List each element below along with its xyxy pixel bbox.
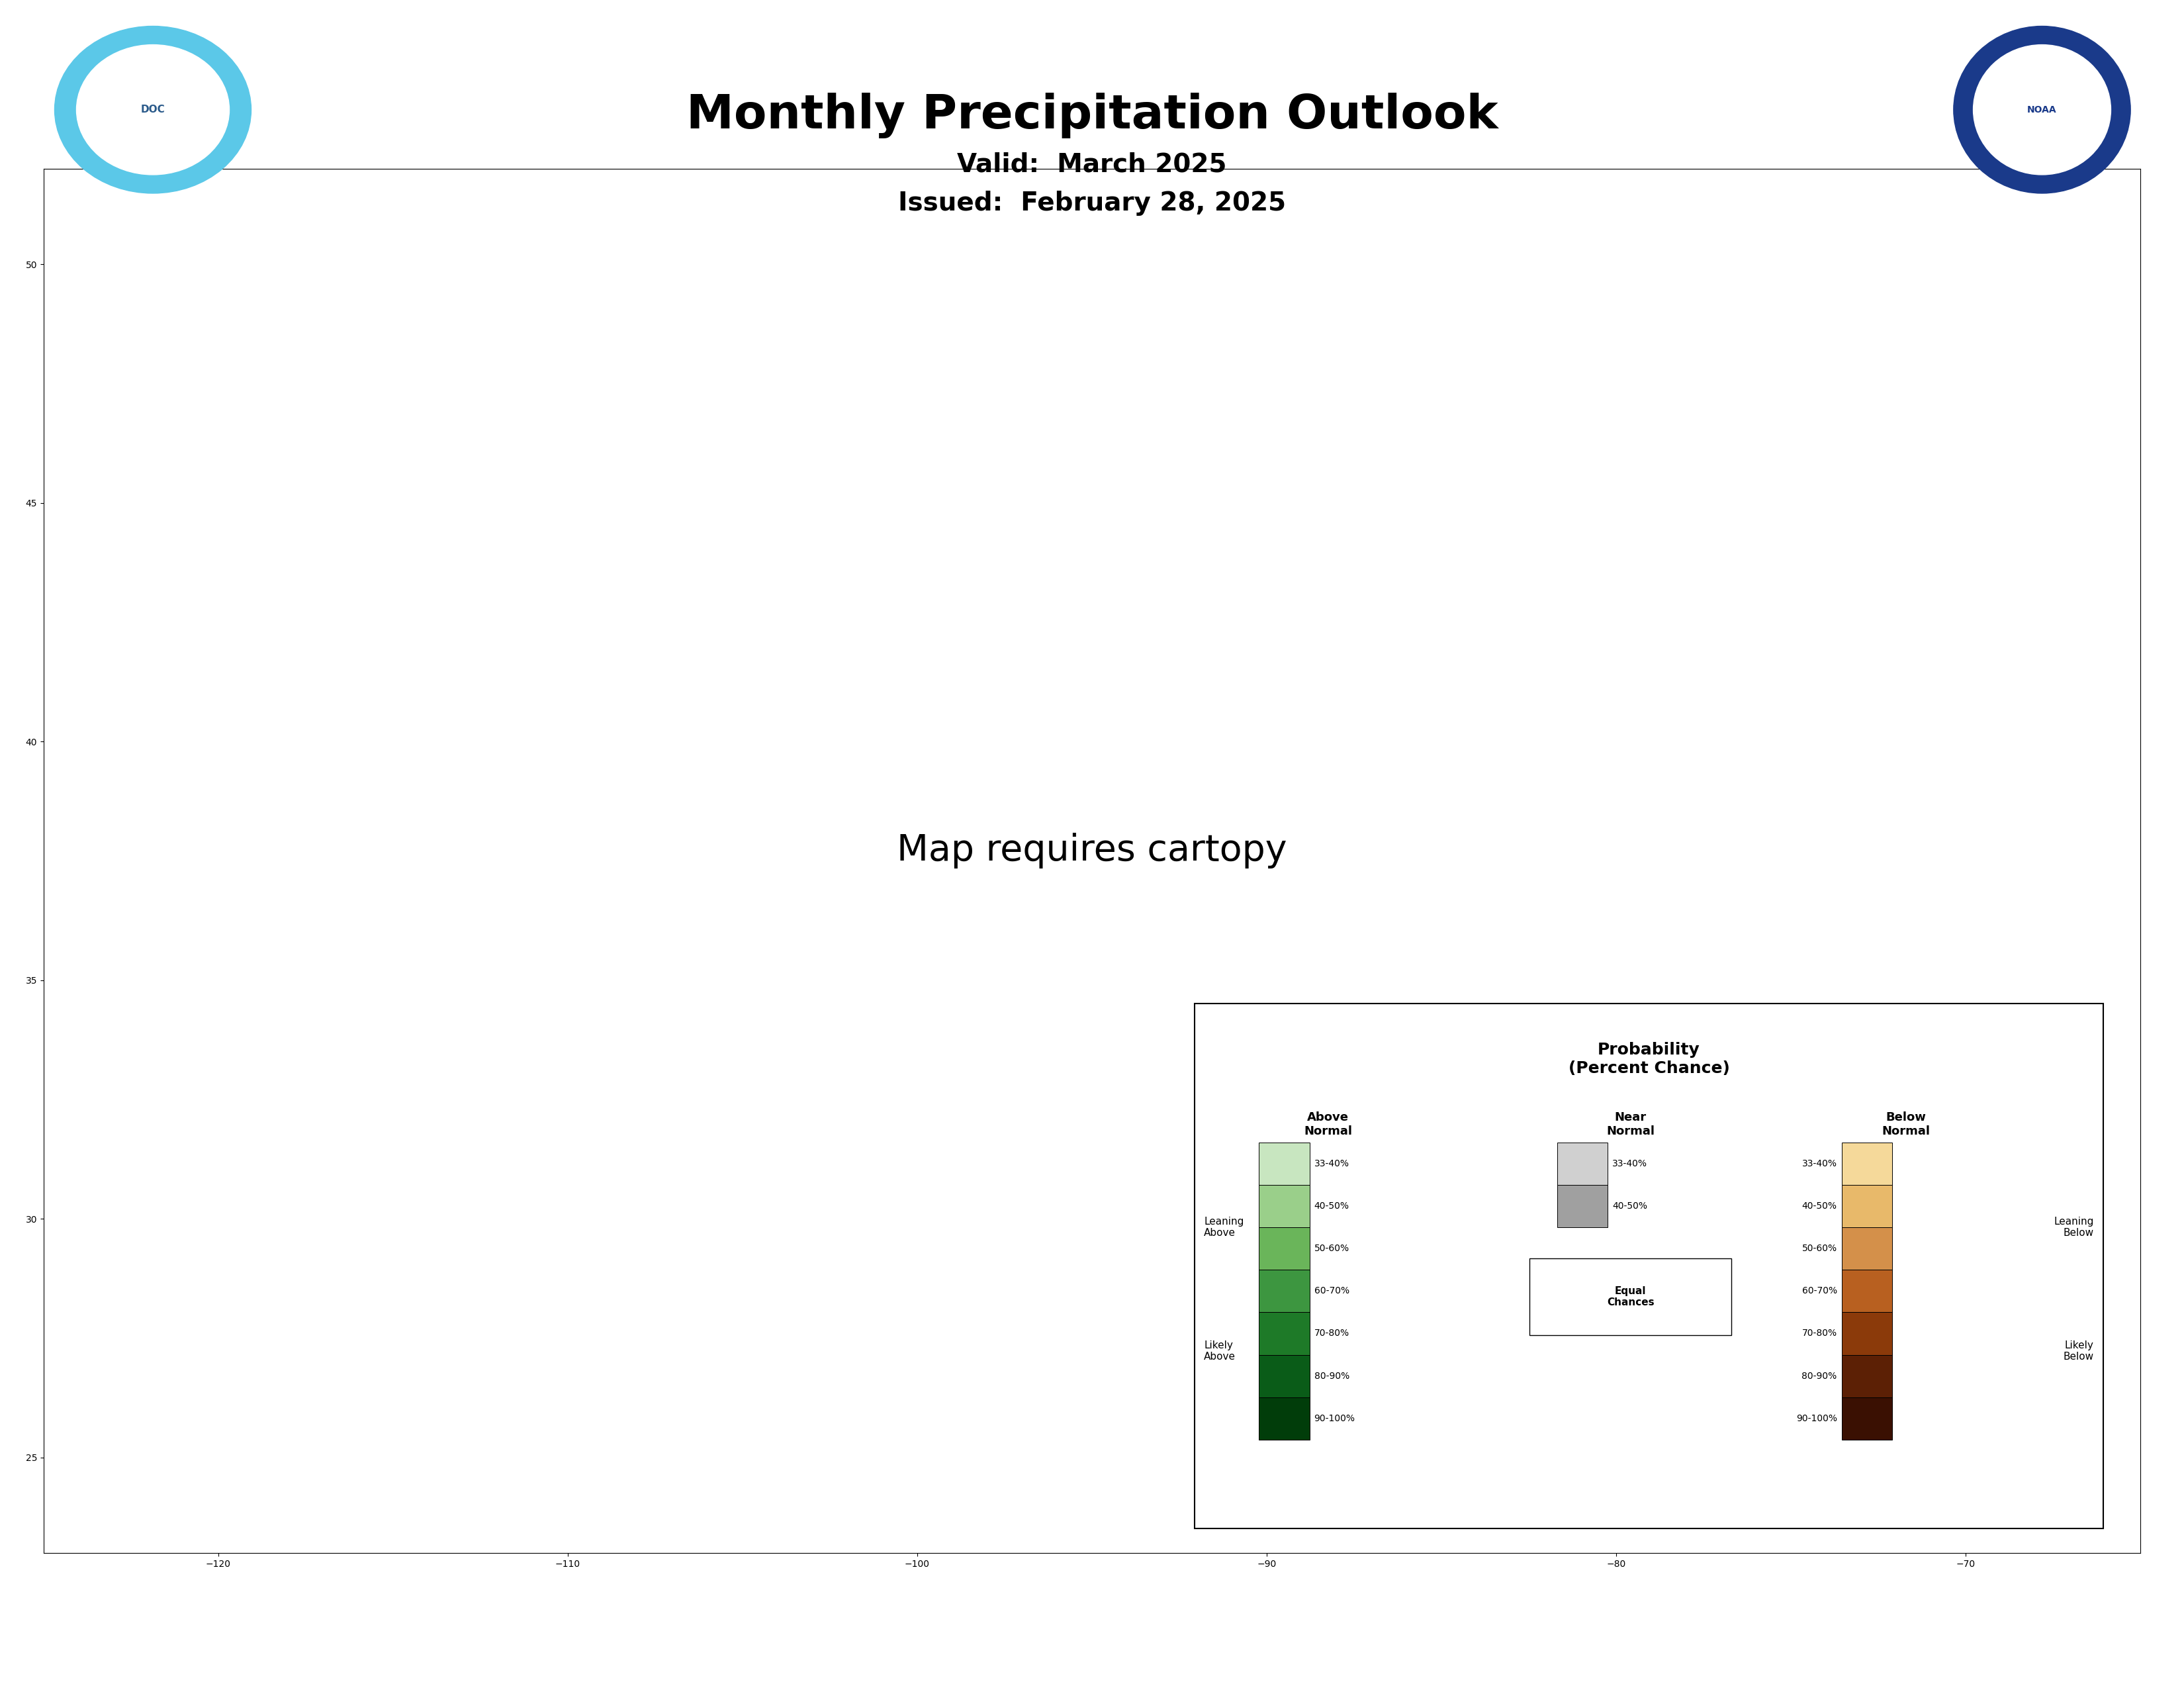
Text: Likely
Above: Likely Above [1203,1340,1236,1362]
Bar [1841,1227,1891,1269]
Text: 40-50%: 40-50% [1802,1202,1837,1210]
Bar [1260,1185,1310,1227]
Text: 33-40%: 33-40% [1315,1160,1350,1168]
Text: 80-90%: 80-90% [1802,1371,1837,1381]
Text: Valid:  March 2025: Valid: March 2025 [957,152,1227,177]
Text: Equal
Chances: Equal Chances [1607,1286,1653,1308]
FancyBboxPatch shape [1195,1004,2103,1528]
Text: 33-40%: 33-40% [1612,1160,1647,1168]
Text: Likely
Below: Likely Below [2064,1340,2094,1362]
Text: 60-70%: 60-70% [1802,1286,1837,1296]
Bar [1260,1269,1310,1312]
Bar [1529,1258,1732,1335]
Bar [1557,1143,1607,1185]
Text: 50-60%: 50-60% [1315,1244,1350,1252]
Bar [1260,1312,1310,1355]
Bar [1260,1143,1310,1185]
Text: Leaning
Below: Leaning Below [2053,1217,2094,1237]
Text: 60-70%: 60-70% [1315,1286,1350,1296]
Circle shape [1952,27,2132,194]
Text: NOAA: NOAA [2027,105,2057,115]
Bar [1841,1355,1891,1398]
Bar [1841,1185,1891,1227]
Bar [1841,1312,1891,1355]
Text: 80-90%: 80-90% [1315,1371,1350,1381]
Text: 90-100%: 90-100% [1315,1415,1354,1423]
Text: DOC: DOC [140,105,166,115]
Text: 40-50%: 40-50% [1612,1202,1647,1210]
Text: 40-50%: 40-50% [1315,1202,1350,1210]
Text: 50-60%: 50-60% [1802,1244,1837,1252]
Text: Map requires cartopy: Map requires cartopy [898,834,1286,869]
Text: 33-40%: 33-40% [1802,1160,1837,1168]
Text: Near
Normal: Near Normal [1607,1112,1655,1138]
Text: Probability
(Percent Chance): Probability (Percent Chance) [1568,1041,1730,1077]
Text: 90-100%: 90-100% [1795,1415,1837,1423]
Text: Leaning
Above: Leaning Above [1203,1217,1245,1237]
Bar [1557,1185,1607,1227]
Text: Monthly Precipitation Outlook: Monthly Precipitation Outlook [686,93,1498,138]
Bar [1260,1227,1310,1269]
Bar [1260,1398,1310,1440]
Text: 70-80%: 70-80% [1315,1328,1350,1339]
Circle shape [55,27,251,194]
Bar [1841,1398,1891,1440]
Text: Above
Normal: Above Normal [1304,1112,1352,1138]
Circle shape [1974,44,2110,176]
Text: 70-80%: 70-80% [1802,1328,1837,1339]
Bar [1260,1355,1310,1398]
Text: Below
Normal: Below Normal [1883,1112,1931,1138]
Circle shape [76,44,229,176]
Text: Issued:  February 28, 2025: Issued: February 28, 2025 [898,191,1286,216]
Bar [1841,1269,1891,1312]
Bar [1841,1143,1891,1185]
